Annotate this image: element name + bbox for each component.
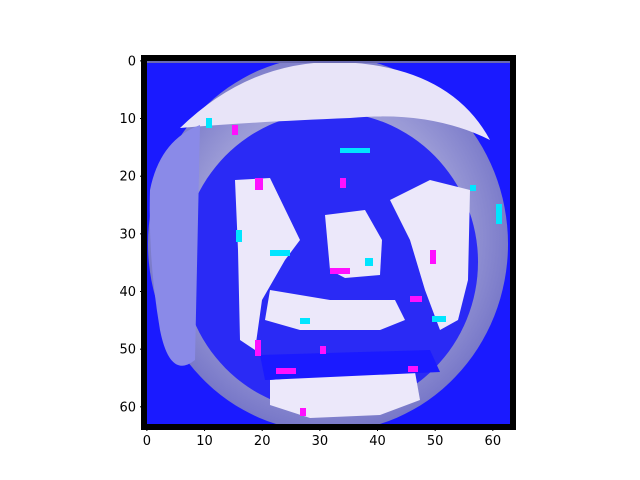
heatmap-image [144,58,513,427]
lower-blue-band [260,350,440,380]
cyan-specks [206,118,502,324]
x-tick-label: 10 [196,434,213,449]
x-tick-label: 30 [312,434,329,449]
y-axis: 0 10 20 30 40 50 60 [119,54,144,415]
chin-patch [270,372,420,418]
y-tick-label: 40 [119,285,136,300]
x-tick-label: 50 [427,434,444,449]
x-tick-label: 60 [485,434,502,449]
y-tick-label: 50 [119,343,136,358]
left-face-patch [235,178,300,350]
x-tick-label: 0 [143,434,151,449]
y-tick-label: 30 [119,227,136,242]
y-tick-label: 20 [119,170,136,185]
x-tick-label: 40 [369,434,386,449]
y-tick-label: 10 [119,112,136,127]
magenta-specks [232,125,436,416]
upper-arc [180,61,490,140]
left-band [149,125,200,366]
y-tick-label: 0 [128,54,136,69]
x-axis: 0 10 20 30 40 50 60 [143,427,501,449]
y-tick-label: 60 [119,400,136,415]
x-tick-label: 20 [254,434,271,449]
plot-frame [141,55,516,430]
